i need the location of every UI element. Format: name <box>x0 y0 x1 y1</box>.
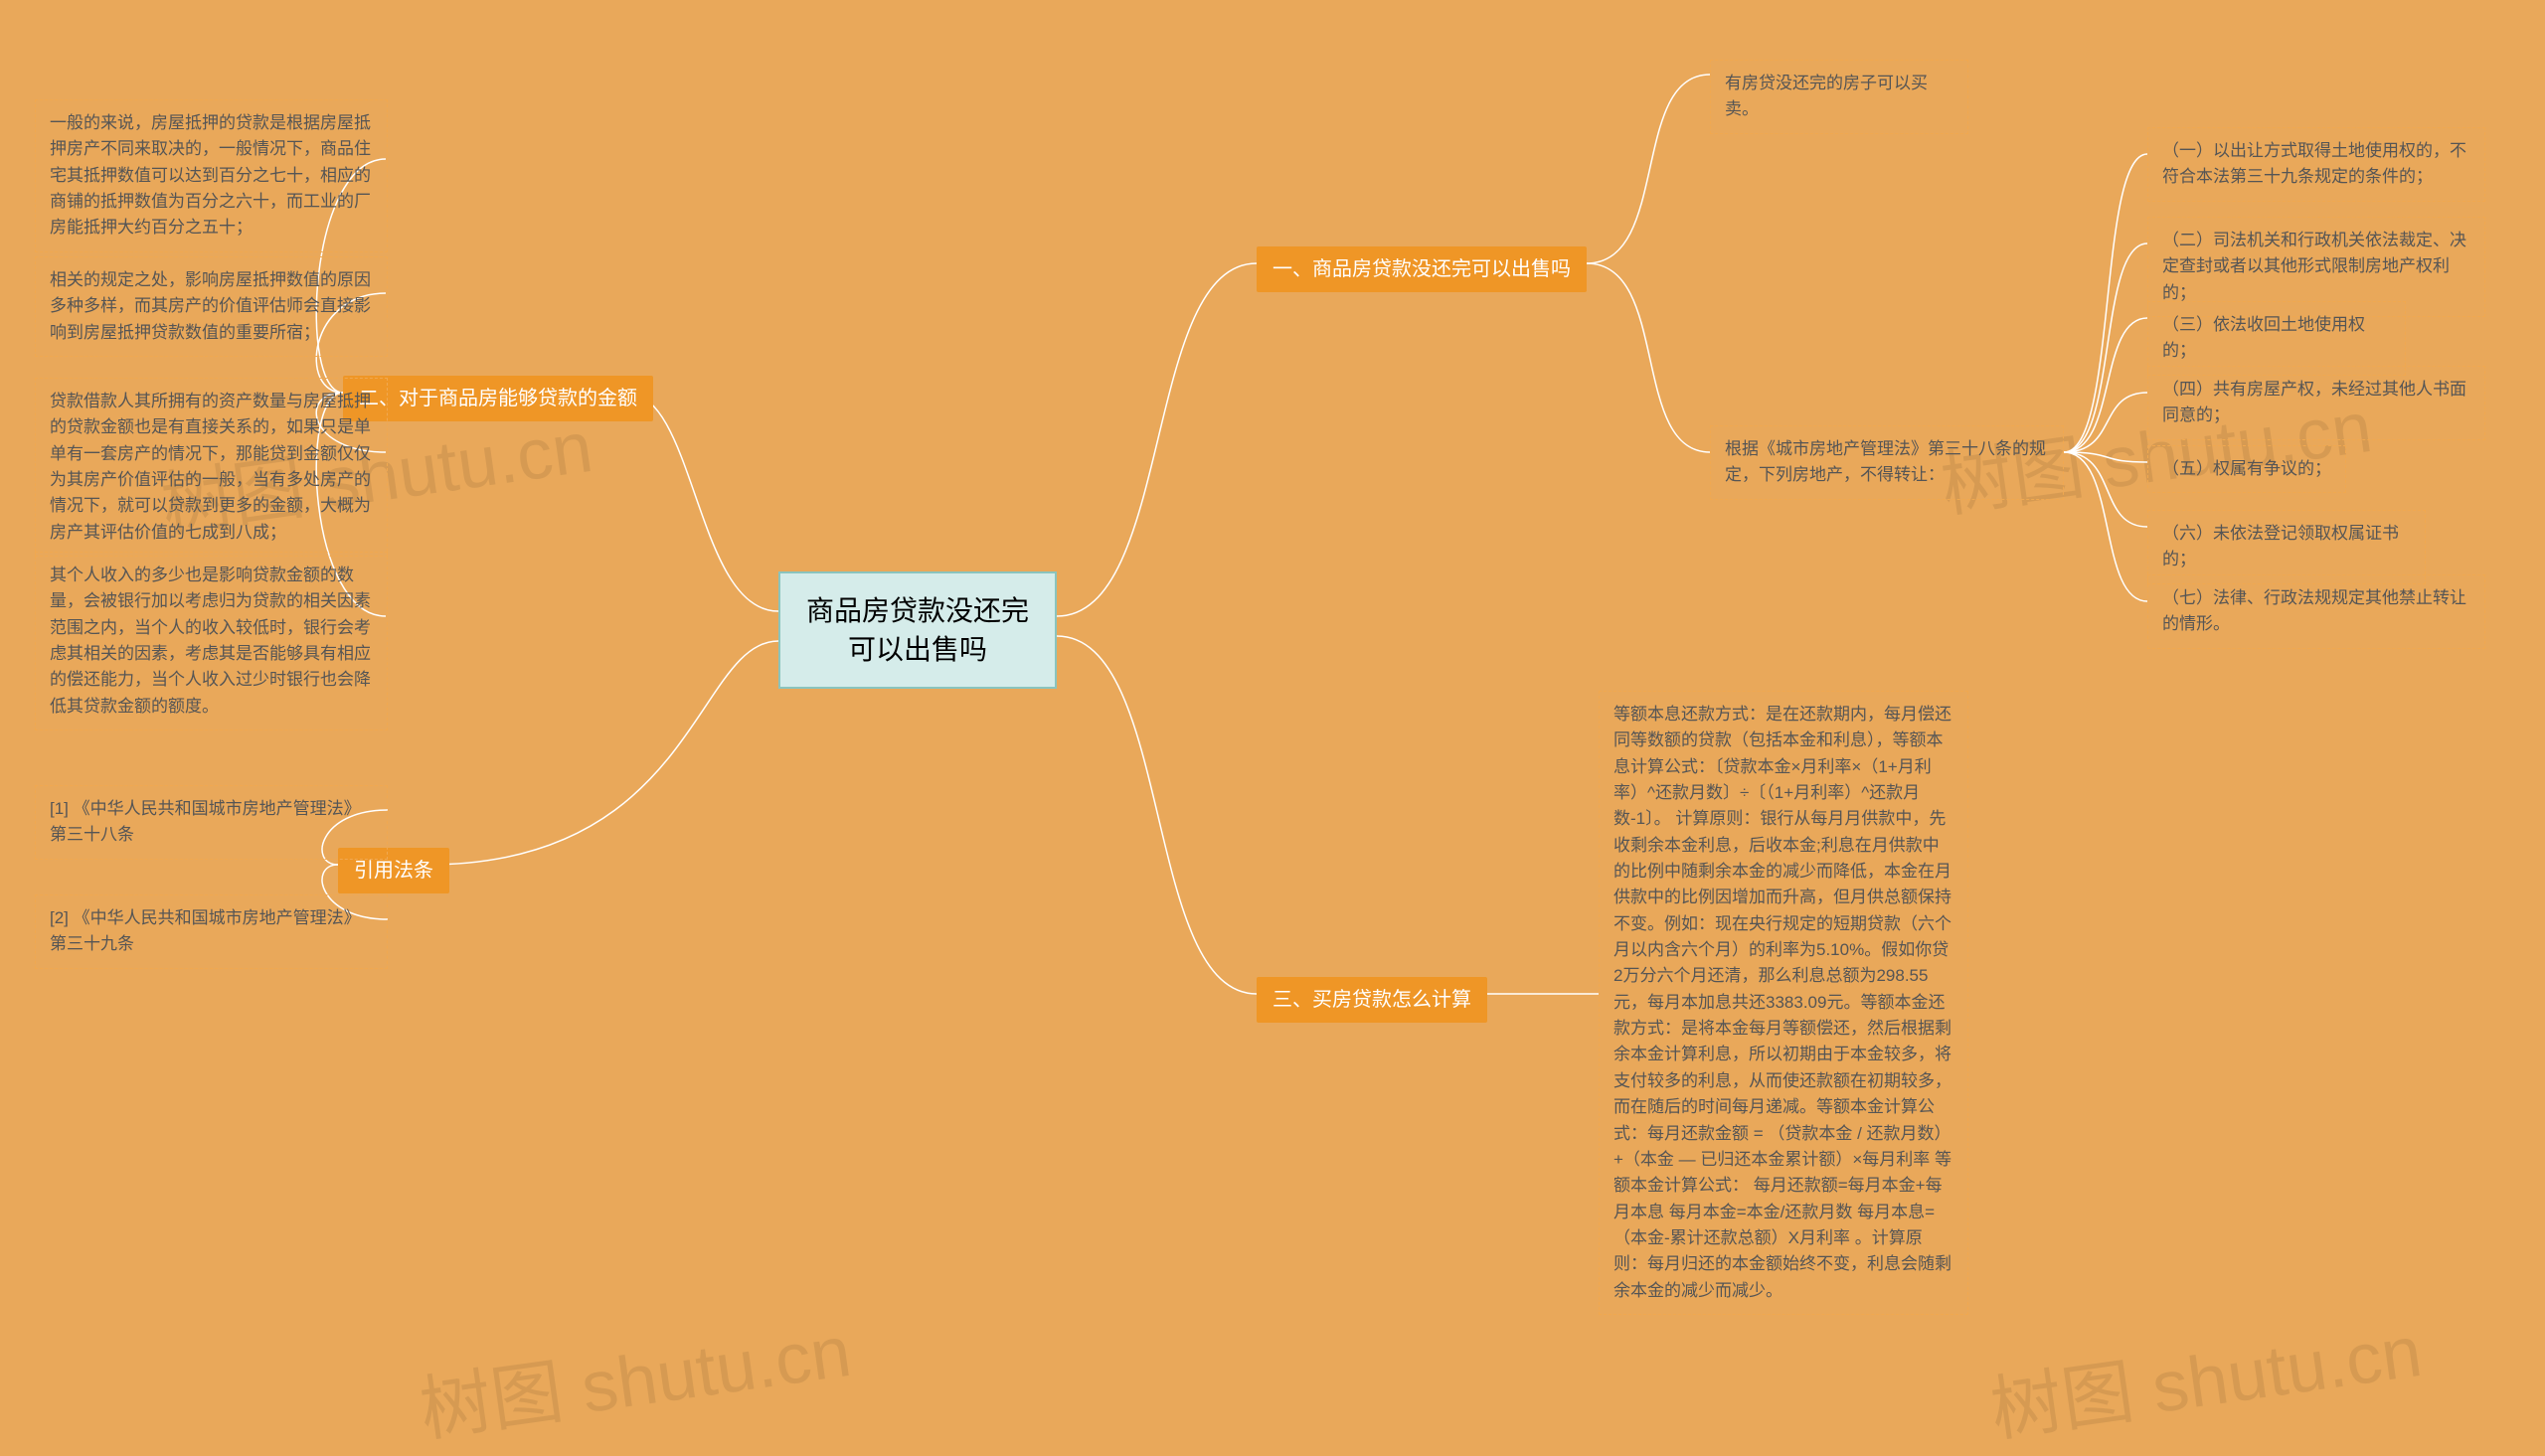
leaf-b2-l1: 一般的来说，房屋抵押的贷款是根据房屋抵押房产不同来取决的，一般情况下，商品住宅其… <box>35 99 388 252</box>
leaf-b2-l2: 相关的规定之处，影响房屋抵押数值的原因多种多样，而其房产的价值评估师会直接影响到… <box>35 256 388 357</box>
watermark: 树图 shutu.cn <box>1983 1292 2428 1456</box>
leaf-b1-l2-6: （六）未依法登记领取权属证书的； <box>2147 510 2426 584</box>
root-node: 商品房贷款没还完可以出售吗 <box>778 571 1057 689</box>
leaf-b2-l3: 贷款借款人其所拥有的资产数量与房屋抵押的贷款金额也是有直接关系的，如果只是单单有… <box>35 378 388 557</box>
leaf-b1-l2-3: （三）依法收回土地使用权的； <box>2147 301 2406 376</box>
leaf-b2-l4: 其个人收入的多少也是影响贷款金额的数量，会被银行加以考虑归为贷款的相关因素范围之… <box>35 552 388 730</box>
leaf-b1-l2: 根据《城市房地产管理法》第三十八条的规定，下列房地产，不得转让： <box>1710 425 2064 500</box>
leaf-b1-l2-5: （五）权属有争议的； <box>2147 445 2346 493</box>
watermark: 树图 shutu.cn <box>413 1292 857 1456</box>
branch-1: 一、商品房贷款没还完可以出售吗 <box>1257 246 1587 292</box>
branch-2: 二、对于商品房能够贷款的金额 <box>343 376 653 421</box>
leaf-b1-l2-4: （四）共有房屋产权，未经过其他人书面同意的； <box>2147 366 2485 440</box>
leaf-b4-l1: [1] 《中华人民共和国城市房地产管理法》 第三十八条 <box>35 785 388 860</box>
leaf-b1-l1: 有房贷没还完的房子可以买卖。 <box>1710 60 1968 134</box>
leaf-b1-l2-1: （一）以出让方式取得土地使用权的，不符合本法第三十九条规定的条件的； <box>2147 127 2485 202</box>
leaf-b3-l1: 等额本息还款方式：是在还款期内，每月偿还同等数额的贷款（包括本金和利息），等额本… <box>1599 691 1968 1315</box>
leaf-b1-l2-7: （七）法律、行政法规规定其他禁止转让的情形。 <box>2147 574 2485 649</box>
leaf-b4-l2: [2] 《中华人民共和国城市房地产管理法》 第三十九条 <box>35 894 388 969</box>
branch-3: 三、买房贷款怎么计算 <box>1257 977 1487 1023</box>
